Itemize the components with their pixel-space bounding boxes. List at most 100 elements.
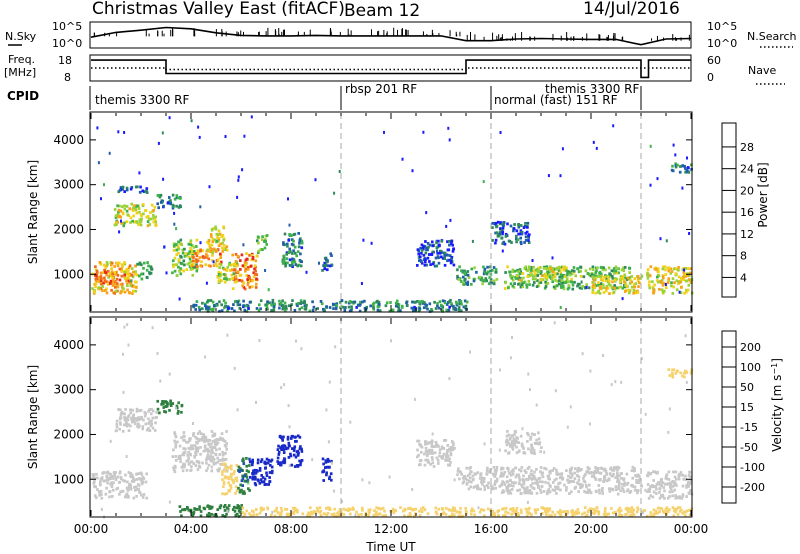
data-cell [414, 507, 418, 511]
data-cell [192, 251, 196, 255]
data-cell [492, 279, 496, 283]
data-cell [183, 263, 186, 267]
data-cell [183, 508, 187, 512]
data-cell [256, 239, 259, 243]
data-cell [495, 225, 498, 229]
data-cell [295, 450, 299, 454]
data-cell [112, 481, 115, 485]
data-cell [601, 486, 604, 490]
data-cell [540, 278, 543, 282]
data-cell [226, 333, 229, 337]
data-cell [480, 276, 484, 280]
data-cell [273, 509, 277, 513]
data-cell [449, 451, 453, 455]
data-cell [522, 281, 526, 284]
data-cell [180, 410, 183, 414]
data-cell [468, 479, 471, 483]
data-cell [667, 430, 670, 434]
data-cell [235, 277, 238, 281]
data-cell [126, 418, 130, 422]
data-cell [602, 480, 605, 483]
data-cell [527, 241, 531, 244]
data-cell [241, 284, 244, 288]
data-cell [220, 432, 224, 435]
data-cell [485, 272, 489, 276]
data-cell [328, 477, 331, 481]
data-cell [273, 514, 277, 518]
data-cell [296, 453, 300, 457]
data-cell [126, 213, 129, 217]
data-cell [126, 284, 129, 288]
data-cell [579, 482, 582, 486]
data-cell [360, 506, 364, 510]
data-cell [684, 478, 687, 481]
data-cell [155, 416, 158, 419]
data-cell [248, 300, 252, 304]
data-cell [544, 266, 547, 270]
data-cell [155, 411, 158, 414]
data-cell [122, 224, 125, 228]
data-cell [401, 304, 404, 308]
data-cell [565, 469, 568, 472]
data-cell [291, 506, 295, 510]
data-cell [270, 471, 274, 475]
data-cell [422, 253, 426, 257]
data-cell [251, 472, 254, 475]
data-cell [281, 307, 284, 311]
data-cell [253, 475, 257, 479]
data-cell [134, 205, 138, 208]
data-cell [425, 246, 428, 250]
data-cell [265, 234, 269, 237]
data-cell [174, 406, 177, 410]
data-cell [518, 476, 521, 479]
data-cell [503, 470, 507, 474]
data-cell [340, 299, 344, 303]
data-cell [243, 492, 246, 495]
data-cell [576, 284, 579, 288]
data-cell [497, 509, 500, 512]
data-cell [260, 458, 264, 461]
data-cell [112, 278, 115, 282]
data-cell [444, 458, 447, 462]
data-cell [453, 478, 456, 482]
data-cell [655, 492, 658, 495]
data-cell [322, 264, 325, 267]
data-cell [668, 407, 671, 411]
data-cell [159, 201, 163, 204]
data-cell [615, 473, 619, 477]
data-cell [447, 459, 451, 462]
data-cell [660, 507, 664, 511]
data-cell [282, 435, 285, 439]
data-cell [202, 506, 206, 510]
data-cell [323, 264, 327, 267]
data-cell [201, 301, 204, 305]
data-cell [586, 513, 589, 517]
data-cell [222, 273, 226, 276]
data-cell [122, 287, 125, 291]
data-cell [689, 280, 693, 284]
data-cell [665, 286, 668, 289]
data-cell [470, 282, 473, 286]
data-cell [311, 458, 314, 462]
data-cell [438, 251, 442, 255]
data-cell [216, 275, 220, 279]
power-panel-frame [89, 111, 693, 313]
data-cell [689, 479, 693, 483]
data-cell [113, 223, 117, 227]
data-cell [679, 371, 682, 375]
data-cell [391, 507, 395, 511]
data-cell [154, 215, 157, 219]
data-cell [476, 484, 479, 487]
data-cell [218, 232, 222, 236]
data-cell [263, 477, 267, 481]
data-cell [617, 271, 620, 275]
data-cell [501, 230, 505, 234]
data-cell [458, 265, 461, 269]
data-cell [248, 464, 251, 467]
data-cell [435, 456, 439, 460]
data-cell [517, 441, 520, 444]
data-cell [239, 268, 242, 271]
data-cell [361, 478, 364, 482]
data-cell [295, 254, 298, 258]
data-cell [127, 266, 131, 269]
